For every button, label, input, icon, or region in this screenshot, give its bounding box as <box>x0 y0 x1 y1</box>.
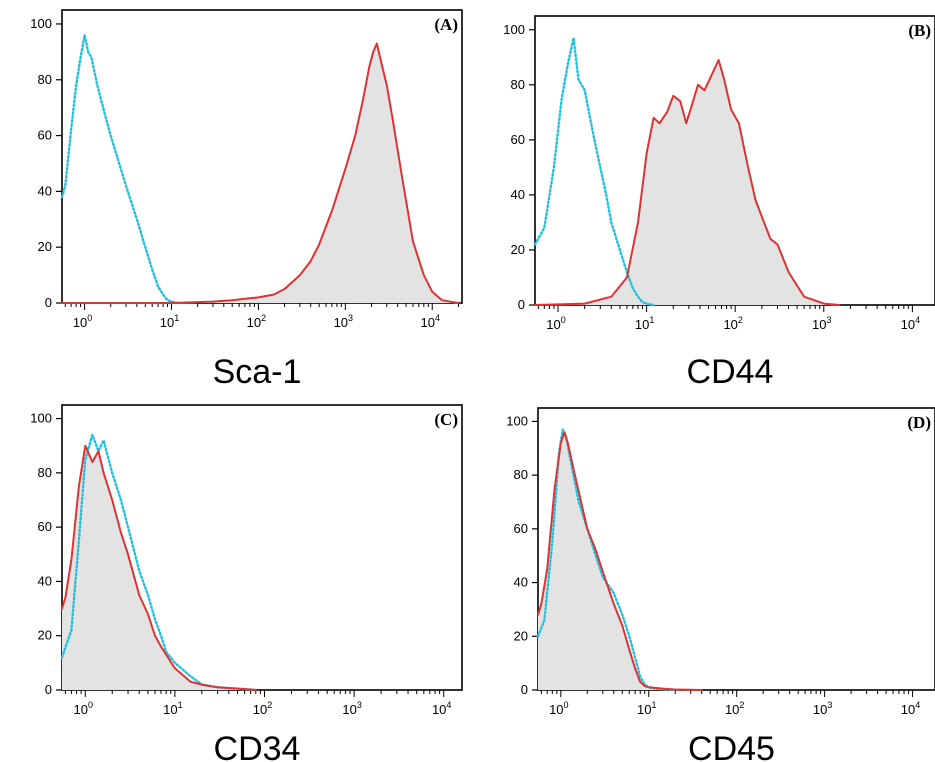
x-tick-label: 102 <box>725 700 744 717</box>
y-tick-label: 40 <box>38 573 52 588</box>
x-tick-label: 102 <box>723 315 742 332</box>
histogram-fill <box>62 445 256 690</box>
marker-stain-curve <box>534 59 841 306</box>
x-tick-label: 101 <box>637 700 656 717</box>
series-layer <box>60 33 460 305</box>
y-tick-label: 20 <box>514 628 528 643</box>
x-tick-label: 103 <box>342 700 361 717</box>
y-tick-label: 20 <box>38 239 52 254</box>
y-tick-label: 40 <box>514 575 528 590</box>
x-tick-label: 101 <box>163 700 182 717</box>
y-axis: 0 20 40 60 80 100 <box>503 22 535 312</box>
x-tick-label: 101 <box>160 313 179 330</box>
y-tick-label: 100 <box>30 411 52 426</box>
y-tick-label: 80 <box>38 72 52 87</box>
x-tick-label: 104 <box>420 313 439 330</box>
x-tick-label: 100 <box>546 315 565 332</box>
y-tick-label: 80 <box>514 467 528 482</box>
plot-frame <box>61 404 463 691</box>
marker-stain-curve <box>537 431 703 691</box>
series-layer <box>60 433 257 692</box>
y-axis: 0 20 40 60 80 100 <box>30 16 62 310</box>
panel-cd45-histogram: 0 20 40 60 80 100 100 101 102 103 104 (D) CD45 <box>506 407 935 762</box>
marker-stain-curve <box>61 444 257 691</box>
isotype-control-curve <box>60 33 180 305</box>
x-tick-label: 103 <box>813 700 832 717</box>
panel-cd34-histogram: 0 20 40 60 80 100 100 101 102 103 104 (C) CD34 <box>30 404 463 762</box>
x-tick-label: 100 <box>74 700 93 717</box>
y-tick-label: 100 <box>30 16 52 31</box>
y-tick-label: 100 <box>503 22 525 37</box>
y-axis: 0 20 40 60 80 100 <box>30 411 62 697</box>
y-tick-label: 60 <box>514 521 528 536</box>
panel-cd44-histogram: 0 20 40 60 80 100 100 101 102 103 104 (B) CD44 <box>503 15 935 391</box>
x-tick-label: 102 <box>253 700 272 717</box>
y-axis: 0 20 40 60 80 100 <box>506 413 538 697</box>
y-tick-label: 60 <box>38 128 52 143</box>
x-axis-title: Sca-1 <box>213 353 302 391</box>
x-axis: 100 101 102 103 104 <box>537 305 920 332</box>
x-tick-label: 103 <box>812 315 831 332</box>
y-tick-label: 40 <box>511 187 525 202</box>
marker-stain-curve <box>61 42 460 304</box>
y-tick-label: 60 <box>38 519 52 534</box>
x-tick-label: 101 <box>635 315 654 332</box>
x-axis-title: CD45 <box>688 730 775 762</box>
x-tick-label: 104 <box>432 700 451 717</box>
y-tick-label: 20 <box>511 242 525 257</box>
x-axis-title: CD34 <box>214 730 301 762</box>
y-tick-label: 80 <box>38 465 52 480</box>
panel-label: (D) <box>907 413 931 432</box>
panel-sca1-histogram: 0 20 40 60 80 100 100 101 102 103 104 (A) Sca-1 <box>30 9 463 391</box>
isotype-control-curve <box>533 36 655 307</box>
x-axis: 100 101 102 103 104 <box>64 690 451 717</box>
y-tick-label: 100 <box>506 413 528 428</box>
y-tick-label: 80 <box>511 77 525 92</box>
histogram-fill <box>535 60 840 305</box>
x-axis-title: CD44 <box>687 353 774 391</box>
x-axis: 100 101 102 103 104 <box>64 303 459 330</box>
x-tick-label: 104 <box>901 700 920 717</box>
panel-label: (A) <box>434 15 458 34</box>
x-axis: 100 101 102 103 104 <box>540 690 920 717</box>
y-tick-label: 0 <box>518 297 525 312</box>
y-tick-label: 0 <box>521 682 528 697</box>
y-tick-label: 0 <box>45 682 52 697</box>
series-layer <box>533 36 841 307</box>
panel-label: (C) <box>434 410 458 429</box>
histogram-fill <box>538 432 702 690</box>
y-tick-label: 0 <box>45 295 52 310</box>
panel-label: (B) <box>908 21 931 40</box>
x-tick-label: 102 <box>247 313 266 330</box>
series-layer <box>536 428 703 692</box>
x-tick-label: 100 <box>73 313 92 330</box>
histogram-fill <box>62 43 459 303</box>
y-tick-label: 40 <box>38 183 52 198</box>
y-tick-label: 20 <box>38 628 52 643</box>
x-tick-label: 103 <box>334 313 353 330</box>
x-tick-label: 104 <box>901 315 920 332</box>
x-tick-label: 100 <box>549 700 568 717</box>
y-tick-label: 60 <box>511 132 525 147</box>
